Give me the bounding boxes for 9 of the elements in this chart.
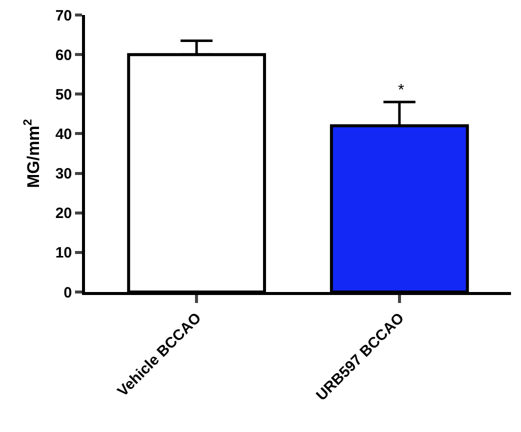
y-tick-label: 30 <box>55 166 72 183</box>
y-tick-label: 0 <box>64 284 72 302</box>
y-tick-label: 70 <box>55 7 72 24</box>
y-tick-label: 10 <box>55 244 72 262</box>
y-tick-label: 50 <box>55 86 72 104</box>
y-tick-label: 20 <box>55 205 72 222</box>
annotation: * <box>398 82 404 99</box>
y-tick-label: 60 <box>55 46 72 64</box>
y-tick-label: 40 <box>55 126 72 143</box>
